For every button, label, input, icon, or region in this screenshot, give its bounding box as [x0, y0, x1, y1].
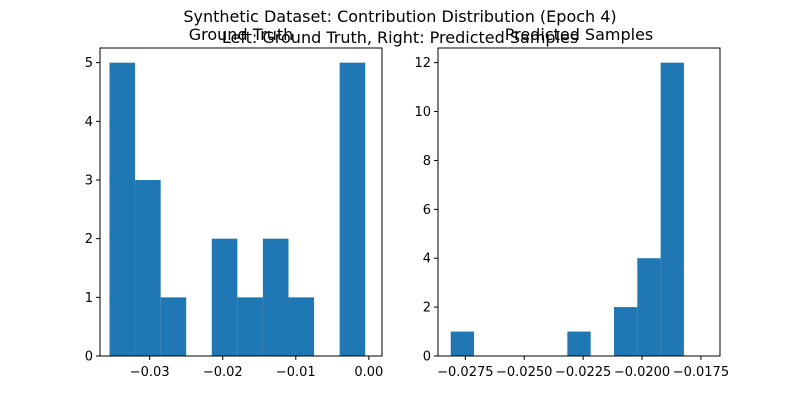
- y-tick-label-ground-truth-3: 3: [85, 174, 93, 189]
- x-tick-label-ground-truth-0: −0.03: [130, 365, 170, 380]
- y-tick-label-predicted-samples-1: 2: [423, 301, 431, 316]
- histogram-bar-ground-truth-4: [211, 238, 238, 356]
- y-tick-label-ground-truth-1: 1: [85, 291, 93, 306]
- y-axis-ticks-ground-truth: 0 1 2 3 4 5: [85, 56, 100, 365]
- histogram-bar-ground-truth-9: [339, 62, 366, 357]
- x-tick-label-predicted-samples-4: −0.0175: [673, 365, 729, 380]
- histogram-bar-ground-truth-6: [262, 238, 289, 356]
- panel-title-ground-truth: Ground Truth: [189, 25, 294, 44]
- panel-ground-truth: Ground Truth 0 1 2 3 4 5 −0.03 −0.02 −0.01 0.00: [85, 25, 384, 380]
- x-tick-label-predicted-samples-1: −0.0250: [496, 365, 552, 380]
- histogram-bars-ground-truth: [109, 62, 366, 357]
- figure-suptitle-line1: Synthetic Dataset: Contribution Distribu…: [183, 7, 616, 26]
- y-tick-label-predicted-samples-6: 12: [414, 56, 431, 71]
- x-tick-label-predicted-samples-2: −0.0225: [555, 365, 611, 380]
- x-tick-label-ground-truth-3: 0.00: [354, 365, 383, 380]
- x-axis-ticks-predicted-samples: −0.0275 −0.0250 −0.0225 −0.0200 −0.0175: [437, 356, 729, 380]
- histogram-bar-predicted-samples-0: [450, 331, 475, 356]
- y-tick-label-predicted-samples-3: 6: [423, 203, 431, 218]
- y-tick-label-predicted-samples-4: 8: [423, 154, 431, 169]
- histogram-bar-predicted-samples-9: [660, 62, 684, 357]
- y-tick-label-ground-truth-0: 0: [85, 350, 93, 365]
- y-tick-label-ground-truth-5: 5: [85, 56, 93, 71]
- x-tick-label-predicted-samples-3: −0.0200: [614, 365, 670, 380]
- histogram-bars-predicted-samples: [450, 62, 684, 357]
- y-tick-label-ground-truth-4: 4: [85, 115, 93, 130]
- y-tick-label-predicted-samples-2: 4: [423, 252, 431, 267]
- x-axis-ticks-ground-truth: −0.03 −0.02 −0.01 0.00: [130, 356, 383, 380]
- y-tick-label-predicted-samples-0: 0: [423, 350, 431, 365]
- histogram-bar-ground-truth-1: [135, 180, 161, 356]
- histogram-bar-ground-truth-2: [160, 297, 187, 356]
- x-tick-label-ground-truth-1: −0.02: [203, 365, 243, 380]
- histogram-bar-ground-truth-5: [237, 297, 263, 356]
- histogram-bar-predicted-samples-8: [637, 258, 661, 356]
- y-tick-label-predicted-samples-5: 10: [414, 105, 431, 120]
- histogram-bar-ground-truth-7: [288, 297, 315, 356]
- axes-frame-predicted-samples: [437, 47, 721, 357]
- histogram-bar-ground-truth-0: [109, 62, 136, 357]
- y-tick-label-ground-truth-2: 2: [85, 232, 93, 247]
- x-tick-label-predicted-samples-0: −0.0275: [437, 365, 493, 380]
- figure-suptitle-line2: Left: Ground Truth, Right: Predicted Sam…: [222, 28, 578, 47]
- panel-title-predicted-samples: Predicted Samples: [505, 25, 654, 44]
- histogram-bar-predicted-samples-5: [567, 331, 591, 356]
- y-axis-ticks-predicted-samples: 0 2 4 6 8 10 12: [414, 56, 438, 365]
- x-tick-label-ground-truth-2: −0.01: [276, 365, 316, 380]
- axes-frame-ground-truth: [99, 47, 383, 357]
- histogram-bar-predicted-samples-7: [613, 307, 638, 356]
